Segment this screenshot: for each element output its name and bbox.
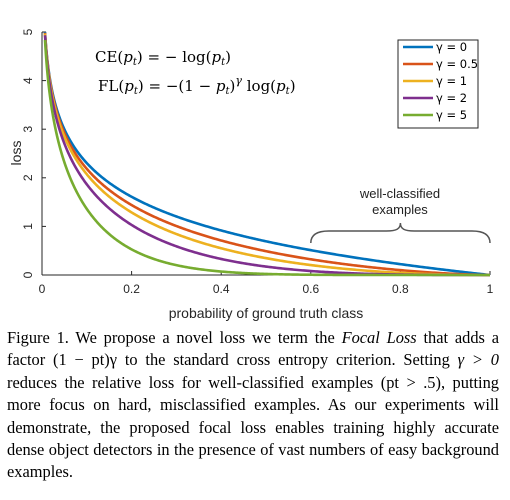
loss-curves: [43, 31, 491, 277]
legend-box: [397, 39, 479, 129]
x-tick-label: 0.4: [213, 282, 230, 296]
x-tick-label: 0: [39, 282, 46, 296]
x-tick-label: 1: [487, 282, 494, 296]
y-tick-label: 0: [21, 271, 35, 278]
legend-label: γ = 1: [436, 74, 467, 88]
legend: γ = 0 γ = 0.5 γ = 1 γ = 2 γ = 5: [397, 39, 479, 129]
well-classified-annotation: well-classified examples: [310, 186, 491, 244]
x-tick-label: 0.6: [302, 282, 319, 296]
annotation-line-2: examples: [372, 202, 428, 217]
y-tick-label: 3: [21, 126, 35, 133]
caption-text-5: , putting more focus on hard, misclassif…: [7, 372, 500, 482]
x-tick-label: 0.8: [392, 282, 409, 296]
y-tick-label: 2: [21, 174, 35, 181]
figure-caption: Figure 1. We propose a novel loss we ter…: [7, 327, 499, 484]
curly-brace: [310, 222, 491, 244]
legend-label: γ = 0.5: [436, 57, 478, 71]
ce-equation: CE(pt) = − log(pt): [95, 48, 231, 68]
y-tick-label: 1: [21, 223, 35, 230]
series-line-0: [43, 31, 491, 277]
caption-text-1: We propose a novel loss we term the: [68, 328, 342, 347]
legend-label: γ = 5: [436, 108, 467, 122]
series-line-4: [43, 40, 490, 277]
caption-text-2: that adds a factor: [7, 328, 499, 370]
figure-label: Figure 1.: [7, 328, 69, 347]
caption-text-4: reduces the relative loss for well-class…: [7, 372, 381, 392]
y-axis-label: loss: [8, 141, 24, 166]
caption-factor: (1 − pt)γ: [53, 350, 118, 370]
caption-gamma-cond: γ > 0: [457, 350, 499, 370]
series-line-2: [43, 33, 490, 277]
caption-focal-loss: Focal Loss: [341, 328, 417, 347]
fl-equation: FL(pt) = −(1 − pt)γ log(pt): [98, 74, 296, 97]
caption-text-3: to the standard cross entropy criterion.…: [117, 350, 458, 370]
legend-label: γ = 2: [436, 91, 467, 105]
series-line-1: [43, 32, 491, 277]
y-tick-label: 5: [21, 28, 35, 35]
y-tick-label: 4: [21, 77, 35, 84]
legend-label: γ = 0: [436, 40, 467, 54]
caption-pt-cond: (pt > .5): [380, 372, 441, 392]
x-axis-label: probability of ground truth class: [169, 305, 364, 321]
x-tick-label: 0.2: [123, 282, 140, 296]
annotation-line-1: well-classified: [359, 186, 440, 201]
focal-loss-chart: 0 0.2 0.4 0.6 0.8 1 0 1 2 3 4 5 probability of grou…: [8, 28, 494, 321]
